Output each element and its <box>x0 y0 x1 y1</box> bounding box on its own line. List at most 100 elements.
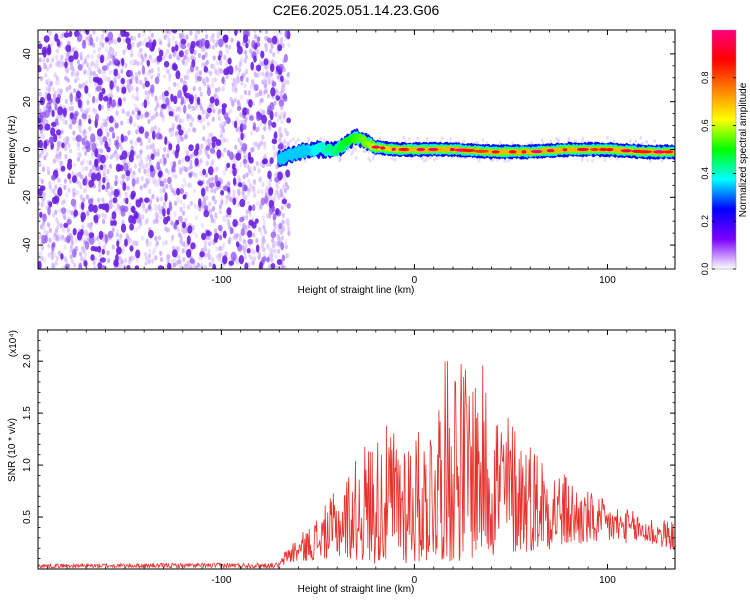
noise-speckle <box>211 44 215 50</box>
noise-blob <box>266 37 273 44</box>
noise-speckle <box>83 58 87 64</box>
noise-speckle <box>106 132 110 138</box>
noise-speckle <box>186 56 190 62</box>
noise-speckle <box>95 97 99 103</box>
noise-speckle <box>97 46 102 52</box>
noise-speckle <box>81 245 85 251</box>
noise-speckle <box>174 40 178 46</box>
noise-blob <box>235 241 240 248</box>
noise-blob <box>154 76 160 85</box>
noise-speckle <box>251 101 256 107</box>
noise-speckle <box>153 244 158 250</box>
noise-speckle <box>78 251 83 257</box>
noise-speckle <box>234 86 238 92</box>
noise-speckle <box>282 114 286 120</box>
track-mark <box>326 145 332 150</box>
noise-speckle <box>140 102 145 108</box>
noise-blob <box>60 207 67 214</box>
noise-speckle <box>253 165 257 172</box>
noise-blob <box>80 212 86 221</box>
noise-blob <box>229 151 234 161</box>
noise-blob <box>283 53 288 63</box>
noise-speckle <box>281 227 285 233</box>
noise-speckle <box>168 127 172 133</box>
noise-speckle <box>200 143 204 149</box>
halo-speckle <box>557 139 560 143</box>
noise-blob <box>85 145 91 153</box>
noise-blob <box>113 68 119 77</box>
noise-speckle <box>186 75 190 81</box>
noise-speckle <box>159 196 164 202</box>
noise-speckle <box>172 190 176 196</box>
noise-blob <box>189 64 195 73</box>
noise-speckle <box>276 116 280 122</box>
noise-speckle <box>196 30 201 35</box>
noise-speckle <box>92 260 96 266</box>
noise-speckle <box>222 170 226 176</box>
halo-speckle <box>429 155 432 159</box>
noise-speckle <box>193 127 197 133</box>
noise-blob <box>101 203 107 211</box>
noise-speckle <box>184 133 188 140</box>
noise-blob <box>60 165 66 172</box>
noise-blob <box>270 263 276 269</box>
noise-blob <box>203 209 210 218</box>
noise-speckle <box>214 228 218 234</box>
noise-blob <box>197 75 202 82</box>
noise-speckle <box>144 251 148 257</box>
track-mark <box>338 146 343 150</box>
noise-speckle <box>204 51 208 57</box>
noise-speckle <box>254 72 258 78</box>
noise-speckle <box>253 30 257 34</box>
noise-speckle <box>267 181 271 187</box>
track-mark <box>341 143 347 148</box>
noise-speckle <box>189 121 193 128</box>
noise-speckle <box>98 137 103 143</box>
noise-blob <box>116 246 122 255</box>
noise-speckle <box>176 82 180 88</box>
noise-speckle <box>194 204 198 210</box>
noise-speckle <box>62 199 66 205</box>
noise-speckle <box>175 135 179 141</box>
noise-blob <box>64 61 68 69</box>
noise-speckle <box>210 176 214 182</box>
noise-speckle <box>139 47 143 54</box>
noise-speckle <box>186 69 190 75</box>
noise-speckle <box>63 244 67 250</box>
noise-blob <box>97 153 101 163</box>
noise-speckle <box>171 35 175 41</box>
noise-blob <box>230 251 237 262</box>
noise-speckle <box>147 118 151 125</box>
noise-blob <box>92 204 98 214</box>
noise-speckle <box>264 35 268 41</box>
track-peak <box>450 147 455 152</box>
noise-blob <box>110 220 114 227</box>
noise-speckle <box>72 192 76 198</box>
noise-speckle <box>104 127 108 133</box>
noise-speckle <box>138 153 142 159</box>
noise-speckle <box>156 197 160 203</box>
y-tick-label: 2.0 <box>22 354 33 368</box>
noise-speckle <box>207 154 211 160</box>
noise-blob <box>97 245 102 253</box>
noise-speckle <box>175 106 179 112</box>
noise-speckle <box>51 86 55 92</box>
noise-blob <box>63 222 69 228</box>
noise-blob <box>118 164 124 172</box>
noise-speckle <box>219 133 224 139</box>
halo-speckle <box>540 138 544 142</box>
noise-speckle <box>259 230 263 236</box>
noise-blob <box>38 123 44 131</box>
noise-speckle <box>115 229 119 235</box>
x-tick-label: 0 <box>412 575 418 586</box>
noise-blob <box>237 45 243 55</box>
noise-speckle <box>154 203 158 210</box>
halo-speckle <box>369 159 372 163</box>
noise-speckle <box>90 54 94 60</box>
noise-blob <box>251 40 256 49</box>
noise-speckle <box>244 49 248 56</box>
noise-speckle <box>127 259 131 265</box>
noise-blob <box>269 63 275 73</box>
noise-speckle <box>82 158 86 164</box>
noise-blob <box>168 111 174 117</box>
